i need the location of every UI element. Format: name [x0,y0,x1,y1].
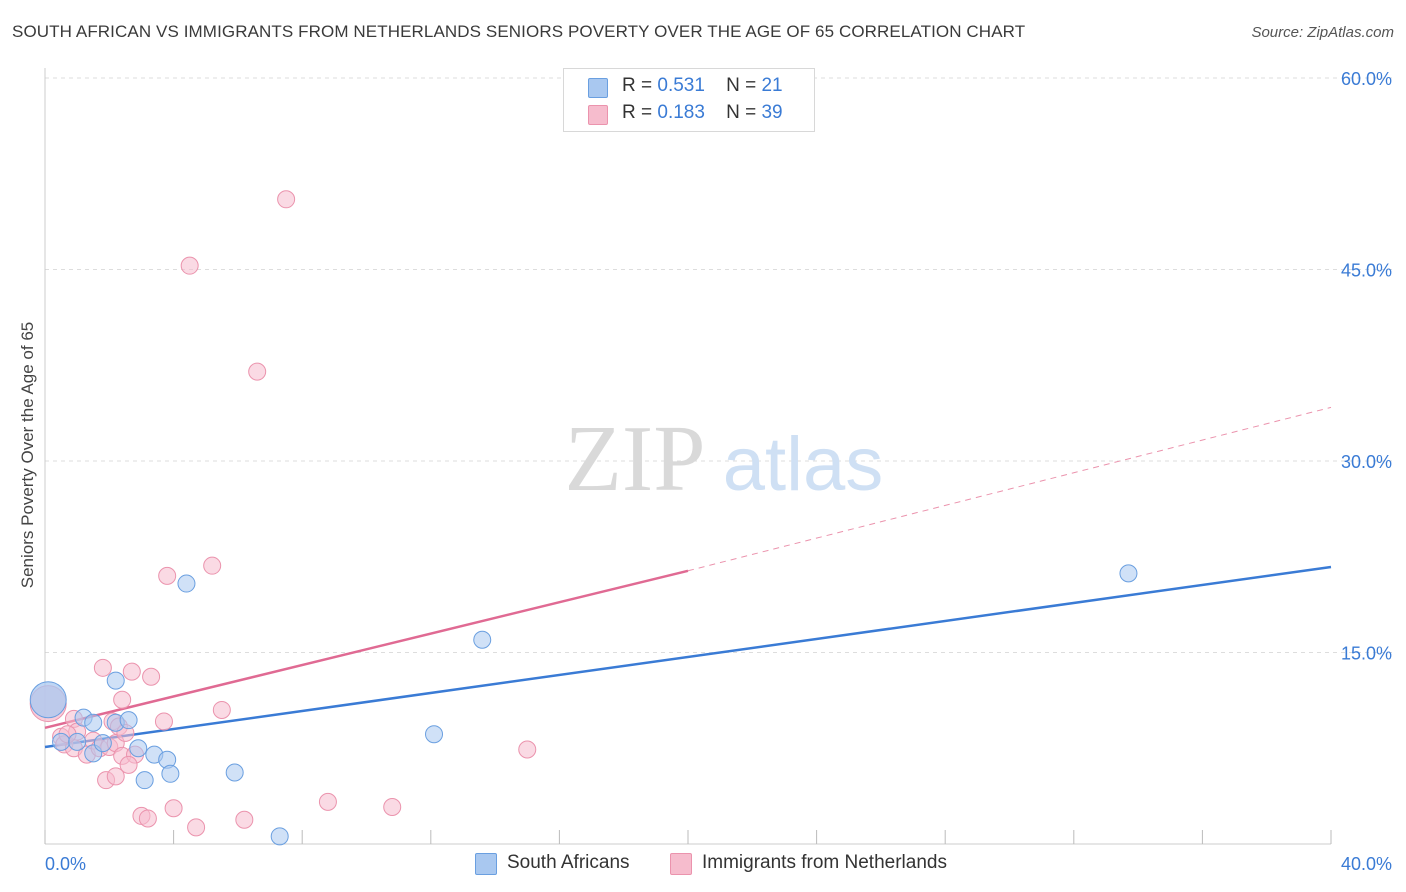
trend-lines [44,406,1332,749]
netherlands-point-28 [180,256,199,275]
legend-swatch-pink [588,105,608,125]
netherlands-point-35 [318,792,337,811]
trend-line-south-africans [44,565,1332,749]
legend: R = 0.531 N = 21 R = 0.183 N = 39 [563,68,815,132]
chart-title: SOUTH AFRICAN VS IMMIGRANTS FROM NETHERL… [12,22,1026,41]
legend-n-label: N = [726,75,757,96]
south-africans-point-16 [270,827,289,846]
y-tick-label-15: 15.0% [1341,644,1392,664]
south-africans-point-8 [119,711,138,730]
bottom-legend-swatch-pink [670,853,692,875]
legend-r-label: R = [622,102,653,123]
x-tick-label-0: 0.0% [45,854,86,874]
south-africans-point-14 [177,574,196,593]
bottom-legend-label: South Africans [507,852,630,873]
watermark-atlas: atlas [723,422,884,507]
netherlands-point-25 [154,712,173,731]
watermark-zip: ZIP [565,407,706,511]
south-africans-point-19 [1119,564,1138,583]
netherlands-point-27 [164,799,183,818]
netherlands-point-36 [383,797,402,816]
legend-swatch-blue [588,78,608,98]
south-africans-point-18 [425,725,444,744]
netherlands-point-34 [277,190,296,209]
legend-n-label: N = [726,102,757,123]
south-africans-point-20 [68,732,87,751]
y-tick-label-30: 30.0% [1341,452,1392,472]
south-africans-point-9 [129,739,148,758]
x-tick-label-40: 40.0% [1341,854,1392,874]
netherlands-point-31 [212,700,231,719]
netherlands-point-15 [106,767,125,786]
watermark: ZIP atlas [565,407,884,511]
trend-line-netherlands [44,569,689,730]
netherlands-point-32 [235,810,254,829]
legend-r-value: 0.183 [657,102,705,123]
netherlands-point-20 [119,755,138,774]
gridlines [45,77,1392,653]
netherlands-point-24 [142,667,161,686]
netherlands-point-30 [203,556,222,575]
south-africans-point-13 [161,764,180,783]
tick-labels: 0.0% 40.0% 15.0% 30.0% 45.0% 60.0% [45,69,1392,874]
bottom-legend-label: Immigrants from Netherlands [702,852,947,873]
source-label: Source: ZipAtlas.com [1251,24,1394,41]
south-africans-point-15 [225,763,244,782]
y-tick-label-60: 60.0% [1341,69,1392,89]
south-africans-point-3 [84,713,103,732]
y-tick-label-45: 45.0% [1341,261,1392,281]
data-points [29,190,1138,846]
legend-r-label: R = [622,75,653,96]
south-africans-point-5 [93,734,112,753]
trend-line-netherlands-extension [687,406,1332,572]
netherlands-point-17 [113,690,132,709]
south-africans-point-1 [52,732,71,751]
bottom-legend-swatch-blue [475,853,497,875]
south-africans-point-10 [135,771,154,790]
netherlands-point-9 [93,658,112,677]
legend-n-value: 39 [761,102,783,123]
netherlands-point-22 [138,809,157,828]
south-africans-point-17 [473,630,492,649]
legend-r-value: 0.531 [657,75,705,96]
netherlands-point-26 [158,566,177,585]
netherlands-point-37 [518,740,537,759]
south-africans-point-6 [106,671,125,690]
netherlands-point-29 [187,818,206,837]
legend-n-value: 21 [761,75,783,96]
netherlands-point-33 [248,362,267,381]
south-africans-point-0 [29,681,67,719]
netherlands-point-23 [122,662,141,681]
